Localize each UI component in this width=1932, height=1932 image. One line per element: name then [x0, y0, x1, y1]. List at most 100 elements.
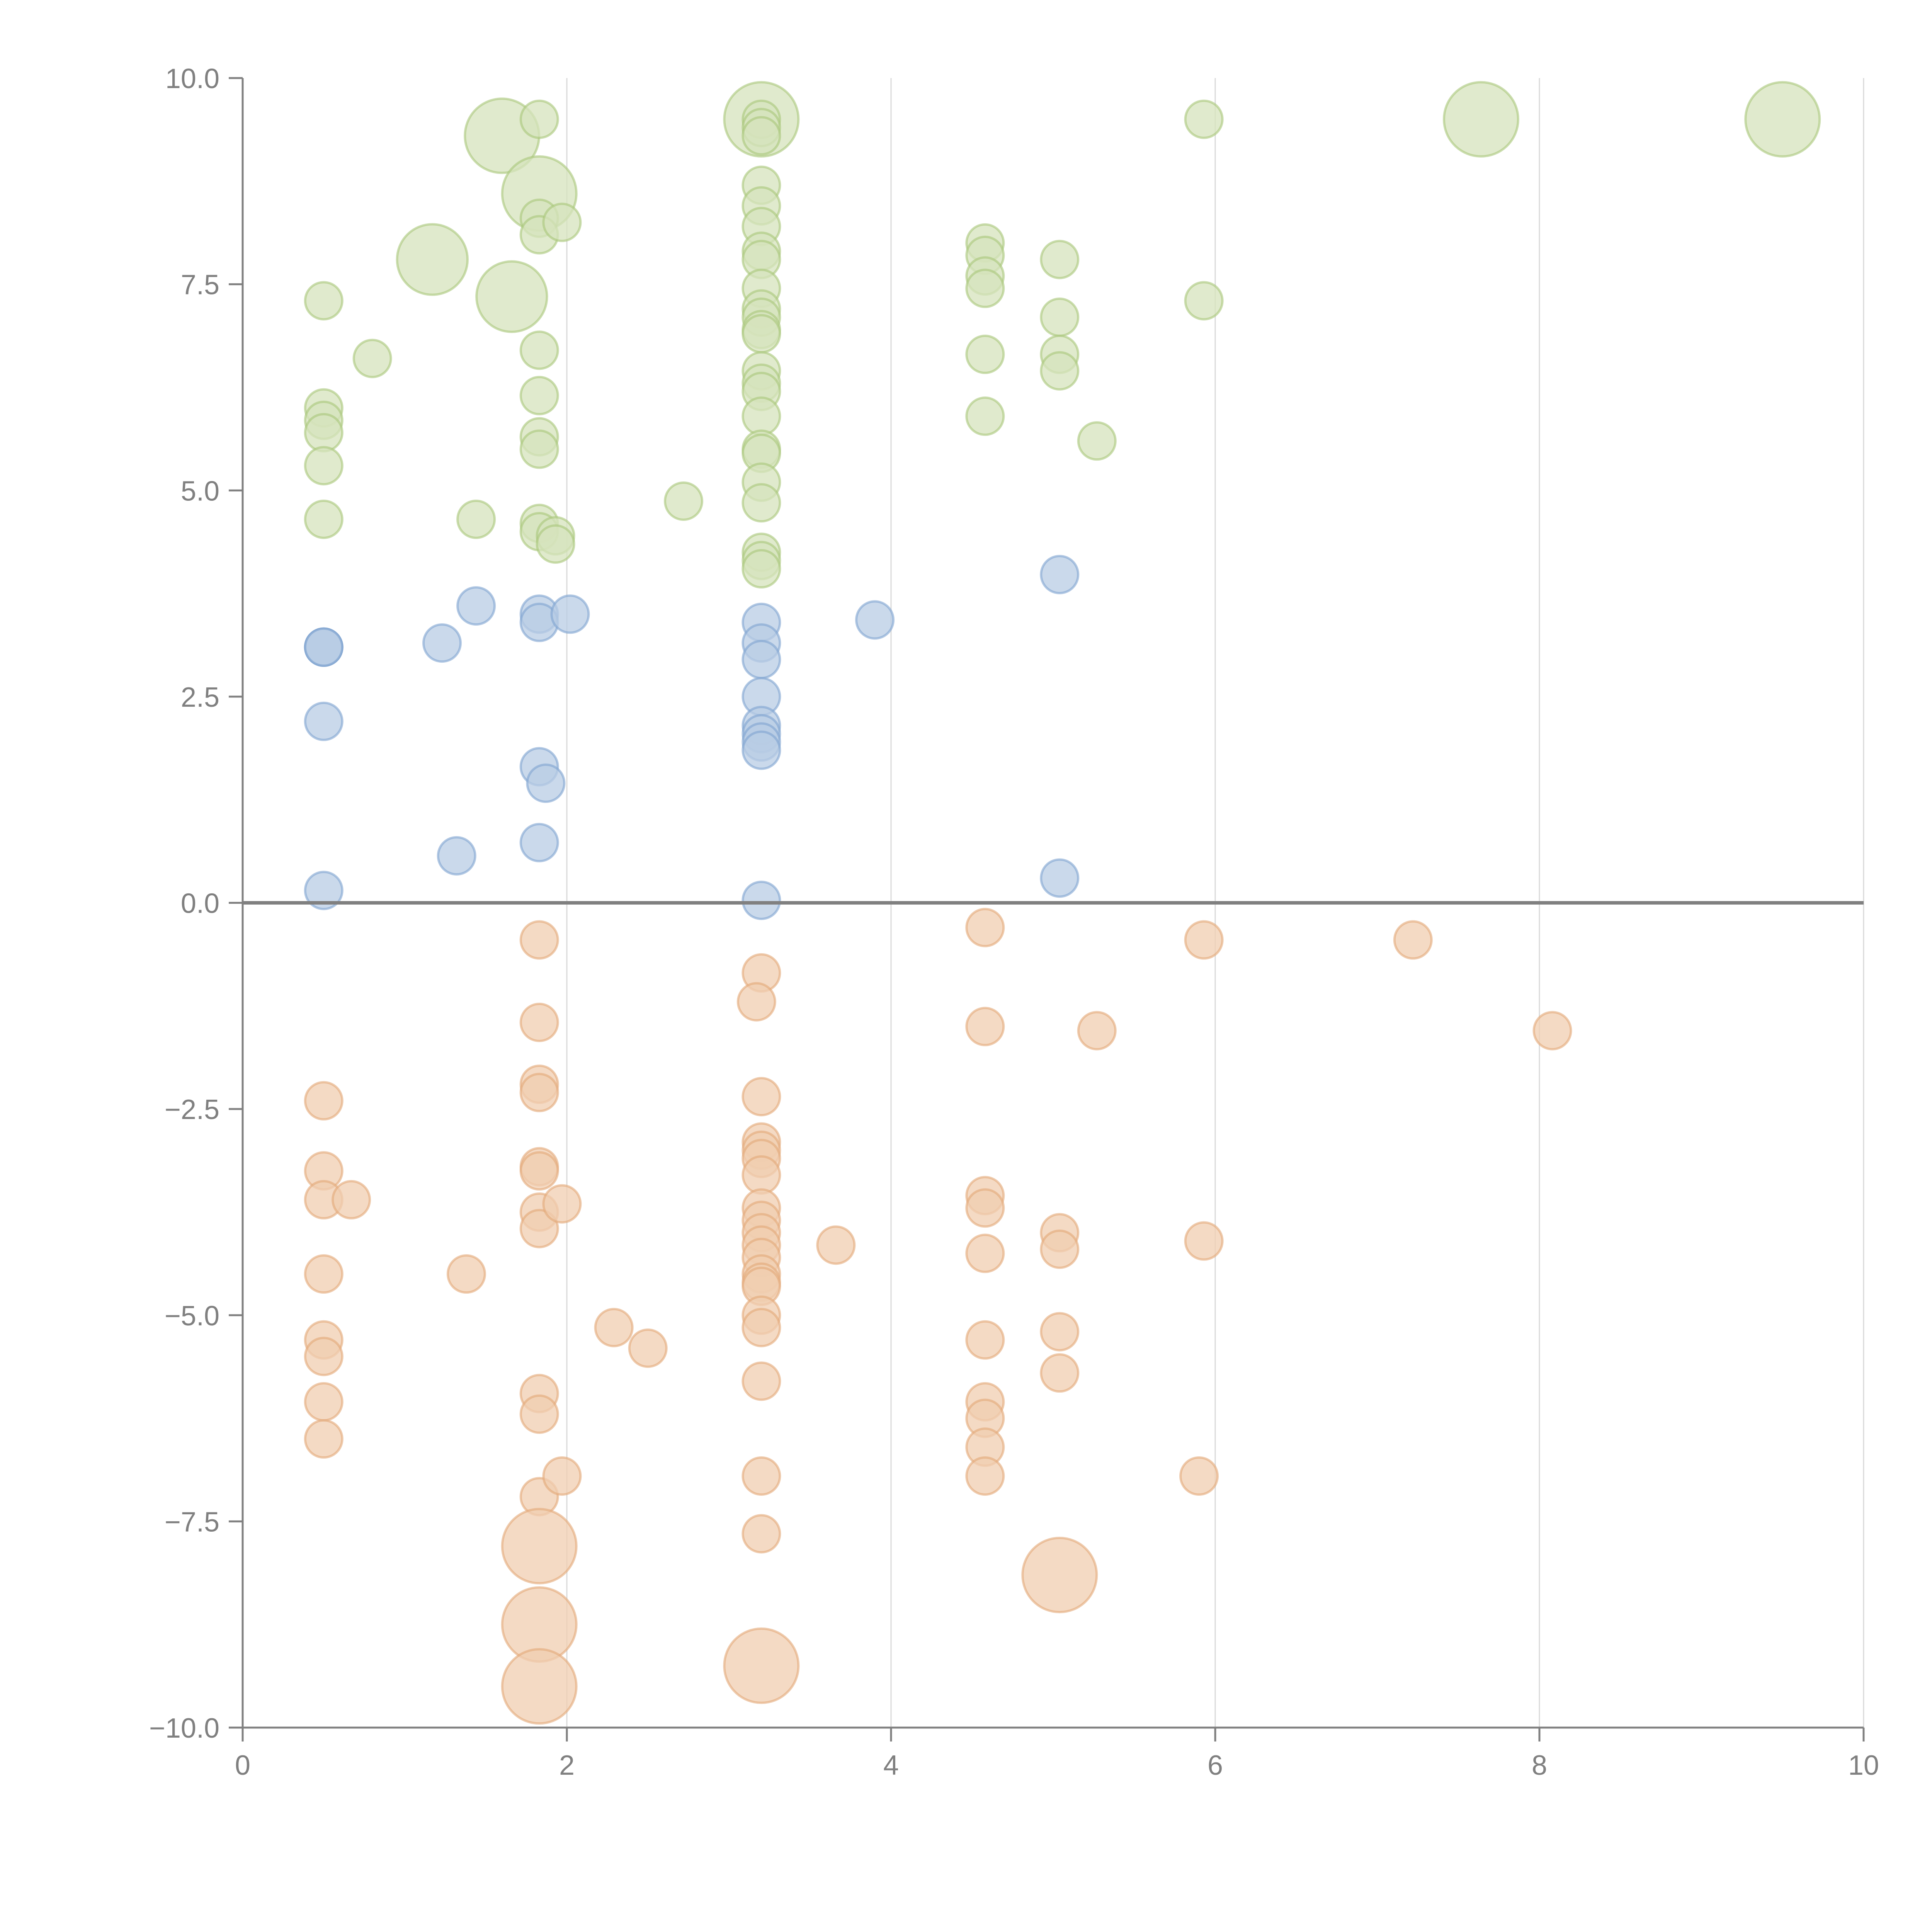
data-point-orange: [742, 1456, 781, 1496]
data-point-orange: [519, 1073, 559, 1112]
data-point-orange: [1532, 1011, 1572, 1051]
data-point-green: [1184, 281, 1224, 321]
x-tick-label: 6: [1208, 1750, 1223, 1781]
data-point-blue: [1040, 858, 1080, 898]
data-point-blue: [456, 586, 496, 626]
data-point-green: [519, 429, 559, 469]
data-point-green: [519, 330, 559, 370]
data-point-orange: [1021, 1537, 1098, 1614]
data-point-green: [742, 314, 781, 354]
data-point-orange: [519, 1003, 559, 1043]
data-point-green: [1744, 81, 1821, 158]
data-point-green: [965, 335, 1005, 374]
data-point-green: [1040, 298, 1080, 337]
data-point-orange: [1184, 1221, 1224, 1261]
data-point-orange: [742, 1077, 781, 1117]
data-point-green: [519, 376, 559, 415]
data-point-blue: [742, 881, 781, 920]
data-point-orange: [965, 1007, 1005, 1046]
y-tick-label: 10.0: [165, 63, 219, 94]
y-tick-label: 0.0: [181, 888, 219, 919]
data-point-blue: [304, 701, 344, 741]
data-point-orange: [816, 1225, 856, 1265]
data-point-blue: [550, 594, 590, 634]
data-point-orange: [742, 1361, 781, 1401]
data-point-orange: [304, 1081, 344, 1121]
data-point-orange: [742, 1155, 781, 1195]
data-point-green: [965, 396, 1005, 436]
data-point-orange: [304, 1337, 344, 1376]
data-point-blue: [519, 823, 559, 862]
data-point-blue: [742, 730, 781, 770]
y-tick-label: −5.0: [165, 1301, 219, 1332]
data-point-green: [742, 549, 781, 589]
data-point-green: [742, 396, 781, 436]
data-point-green: [536, 524, 575, 564]
data-point-green: [1442, 81, 1519, 158]
data-point-orange: [1040, 1353, 1080, 1393]
data-point-green: [1184, 99, 1224, 139]
data-point-orange: [1077, 1011, 1117, 1051]
data-point-blue: [1040, 554, 1080, 594]
x-tick-label: 10: [1848, 1750, 1879, 1781]
data-point-orange: [519, 1394, 559, 1434]
data-point-green: [1040, 351, 1080, 391]
data-point-green: [542, 202, 582, 242]
data-point-orange: [542, 1184, 582, 1224]
data-point-orange: [965, 1233, 1005, 1273]
data-point-orange: [1179, 1456, 1219, 1496]
data-point-green: [1040, 240, 1080, 279]
data-point-orange: [965, 1188, 1005, 1228]
data-point-orange: [1040, 1312, 1080, 1352]
data-point-green: [1077, 421, 1117, 461]
x-tick-label: 0: [235, 1750, 250, 1781]
data-point-green: [304, 499, 344, 539]
data-point-blue: [855, 600, 895, 640]
data-point-orange: [446, 1254, 486, 1294]
data-point-orange: [742, 1308, 781, 1347]
data-point-orange: [742, 1514, 781, 1554]
data-point-blue: [742, 639, 781, 679]
data-point-green: [519, 99, 559, 139]
data-point-green: [475, 260, 548, 333]
data-point-orange: [1184, 920, 1224, 960]
data-point-green: [965, 269, 1005, 308]
data-point-green: [396, 223, 469, 296]
data-point-orange: [594, 1308, 634, 1347]
data-point-blue: [304, 871, 344, 910]
x-tick-label: 8: [1532, 1750, 1547, 1781]
data-point-green: [664, 481, 704, 521]
data-point-orange: [1040, 1229, 1080, 1269]
x-tick-label: 4: [883, 1750, 899, 1781]
data-point-blue: [437, 836, 476, 876]
y-tick-label: 7.5: [181, 270, 219, 301]
x-axis-ticks: 0 2 4 6 8 10: [235, 1728, 1879, 1781]
data-point-orange: [542, 1456, 582, 1496]
data-point-orange: [736, 982, 776, 1022]
data-point-blue: [422, 623, 462, 663]
y-tick-label: 2.5: [181, 682, 219, 713]
data-point-blue: [526, 763, 566, 803]
y-axis-ticks: 10.0 7.5 5.0 2.5 0.0 −2.5 −5.0 −7.5 −10.0: [149, 63, 243, 1744]
data-point-green: [304, 446, 344, 486]
y-tick-label: 5.0: [181, 476, 219, 507]
data-point-orange: [1393, 920, 1433, 960]
data-point-orange: [628, 1328, 668, 1368]
y-tick-label: −7.5: [165, 1507, 219, 1537]
data-point-green: [456, 499, 496, 539]
data-point-green: [742, 483, 781, 523]
y-tick-label: −2.5: [165, 1094, 219, 1125]
data-point-orange: [723, 1627, 800, 1704]
data-point-green: [352, 338, 392, 378]
data-point-green: [742, 116, 781, 156]
data-point-orange: [304, 1382, 344, 1422]
data-point-orange: [501, 1508, 578, 1585]
data-point-orange: [332, 1180, 371, 1219]
data-point-orange: [501, 1648, 578, 1725]
data-point-orange: [965, 908, 1005, 947]
y-tick-label: −10.0: [149, 1713, 219, 1744]
data-point-orange: [519, 920, 559, 960]
data-point-blue: [304, 627, 344, 667]
data-point-orange: [304, 1254, 344, 1294]
